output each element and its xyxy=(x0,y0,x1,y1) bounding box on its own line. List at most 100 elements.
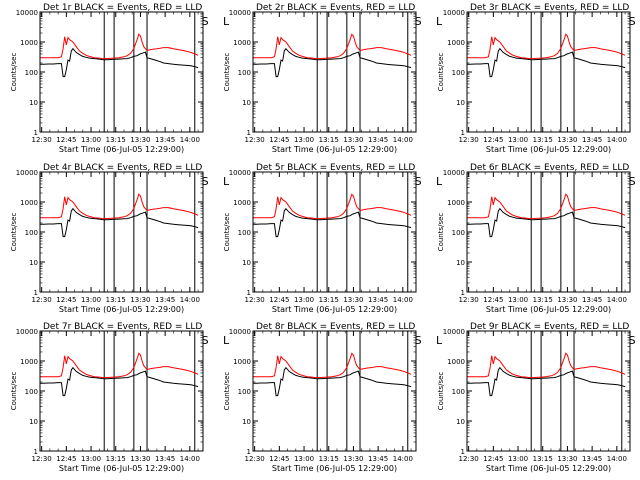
y-tick-label: 10000 xyxy=(443,328,465,336)
panel-2: Det 2r BLACK = Events, RED = LLD 1 10 100 10… xyxy=(223,3,443,154)
x-tick-label: 13:00 xyxy=(81,455,101,463)
x-tick-label: 12:45 xyxy=(483,455,503,463)
panel-3: Det 3r BLACK = Events, RED = LLD 1 10 100 10… xyxy=(437,3,636,154)
y-tick-label: 10 xyxy=(242,418,251,426)
y-tick-label: 100 xyxy=(238,69,251,77)
y-tick-label: 100 xyxy=(452,69,465,77)
x-tick-label: 13:45 xyxy=(368,455,388,463)
y-tick-label: 10 xyxy=(29,259,38,267)
series-line-events xyxy=(40,207,199,238)
series-line-events xyxy=(253,207,412,238)
panel-9: Det 9r BLACK = Events, RED = LLD 1 10 100 10… xyxy=(437,322,636,473)
y-tick-label: 100 xyxy=(452,388,465,396)
x-tick-label: 13:15 xyxy=(533,455,553,463)
x-tick-label: 13:15 xyxy=(106,296,126,304)
marker-label-s: S xyxy=(415,15,422,28)
y-tick-label: 10 xyxy=(29,99,38,107)
panel-title: Det 7r BLACK = Events, RED = LLD xyxy=(43,322,202,332)
series-line-events xyxy=(40,366,199,397)
marker-label-s: S xyxy=(629,15,636,28)
panel-title: Det 3r BLACK = Events, RED = LLD xyxy=(470,3,629,13)
y-axis-label: Counts/sec xyxy=(223,372,231,411)
x-tick-label: 12:45 xyxy=(483,136,503,144)
series-line-events xyxy=(40,47,199,78)
x-tick-label: 13:30 xyxy=(343,455,363,463)
panel-title: Det 1r BLACK = Events, RED = LLD xyxy=(43,3,202,13)
marker-label-l: L xyxy=(436,15,443,28)
series-line-events xyxy=(467,47,626,78)
x-axis-label: Start Time (06-Jul-05 12:29:00) xyxy=(59,145,184,154)
x-tick-label: 14:00 xyxy=(607,136,627,144)
plot-area xyxy=(467,172,626,292)
x-tick-label: 12:45 xyxy=(56,455,76,463)
y-tick-label: 10 xyxy=(456,99,465,107)
marker-label-s: S xyxy=(415,334,422,347)
y-tick-label: 100 xyxy=(238,388,251,396)
x-tick-label: 12:45 xyxy=(56,136,76,144)
x-tick-label: 13:30 xyxy=(130,136,150,144)
y-tick-label: 10 xyxy=(242,99,251,107)
plot-frame xyxy=(39,330,204,452)
marker-label-s: S xyxy=(202,334,209,347)
y-tick-label: 10000 xyxy=(229,169,251,177)
series-line-lld xyxy=(467,33,626,60)
marker-label-s: S xyxy=(629,175,636,188)
x-tick-label: 13:15 xyxy=(533,296,553,304)
x-tick-label: 13:45 xyxy=(155,296,175,304)
x-tick-label: 13:00 xyxy=(294,296,314,304)
y-tick-label: 1000 xyxy=(20,199,38,207)
y-tick-label: 10000 xyxy=(16,9,38,17)
series-line-lld xyxy=(253,193,412,220)
y-tick-label: 100 xyxy=(25,69,38,77)
x-tick-label: 13:30 xyxy=(130,296,150,304)
marker-label-s: S xyxy=(415,175,422,188)
panel-4: Det 4r BLACK = Events, RED = LLD 1 10 100 10… xyxy=(10,163,230,314)
panel-title: Det 6r BLACK = Events, RED = LLD xyxy=(470,163,629,173)
x-tick-label: 13:00 xyxy=(508,455,528,463)
marker-label-s: S xyxy=(629,334,636,347)
x-tick-label: 13:15 xyxy=(533,136,553,144)
plot-area xyxy=(253,172,412,292)
series-line-lld xyxy=(253,352,412,379)
plot-frame xyxy=(252,171,417,293)
panel-1: Det 1r BLACK = Events, RED = LLD 1 10 100 10… xyxy=(10,3,230,154)
y-tick-label: 1000 xyxy=(233,39,251,47)
x-tick-label: 12:45 xyxy=(56,296,76,304)
x-tick-label: 12:30 xyxy=(32,455,52,463)
y-tick-label: 10000 xyxy=(443,9,465,17)
panel-title: Det 5r BLACK = Events, RED = LLD xyxy=(256,163,415,173)
x-tick-label: 13:30 xyxy=(130,455,150,463)
y-tick-label: 1 xyxy=(247,448,251,456)
x-tick-label: 13:00 xyxy=(81,296,101,304)
y-tick-label: 10 xyxy=(456,418,465,426)
x-tick-label: 13:45 xyxy=(582,296,602,304)
series-line-lld xyxy=(40,33,199,60)
y-tick-label: 10000 xyxy=(16,169,38,177)
marker-label-l: L xyxy=(223,334,230,347)
series-line-lld xyxy=(467,193,626,220)
y-tick-label: 10 xyxy=(242,259,251,267)
x-tick-label: 12:30 xyxy=(459,136,479,144)
y-axis-label: Counts/sec xyxy=(10,372,18,411)
y-axis-label: Counts/sec xyxy=(223,53,231,92)
panel-title: Det 4r BLACK = Events, RED = LLD xyxy=(43,163,202,173)
y-tick-label: 1 xyxy=(461,289,465,297)
x-axis-label: Start Time (06-Jul-05 12:29:00) xyxy=(59,464,184,473)
y-axis-label: Counts/sec xyxy=(10,53,18,92)
y-tick-label: 1000 xyxy=(447,39,465,47)
y-tick-label: 10000 xyxy=(443,169,465,177)
x-tick-label: 14:00 xyxy=(393,296,413,304)
x-tick-label: 13:30 xyxy=(343,296,363,304)
y-tick-label: 10000 xyxy=(229,9,251,17)
x-tick-label: 13:00 xyxy=(508,296,528,304)
plot-area xyxy=(253,12,412,132)
x-tick-label: 12:30 xyxy=(459,296,479,304)
y-tick-label: 1000 xyxy=(233,358,251,366)
x-tick-label: 13:45 xyxy=(368,136,388,144)
y-tick-label: 10 xyxy=(29,418,38,426)
y-tick-label: 100 xyxy=(25,388,38,396)
y-tick-label: 1 xyxy=(461,448,465,456)
y-tick-label: 10 xyxy=(456,259,465,267)
panel-8: Det 8r BLACK = Events, RED = LLD 1 10 100 10… xyxy=(223,322,443,473)
